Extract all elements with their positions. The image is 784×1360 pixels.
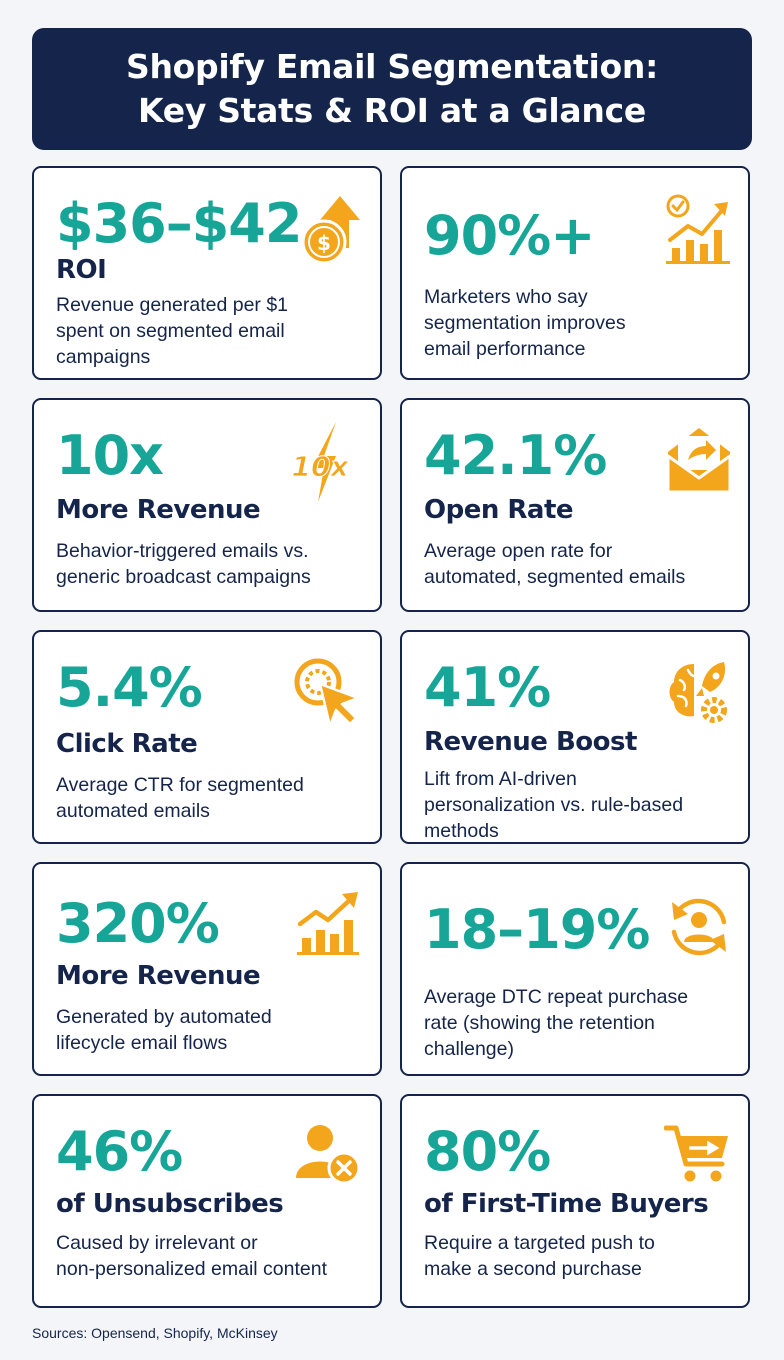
stat-label: Click Rate: [56, 729, 198, 759]
svg-text:10x: 10x: [291, 450, 349, 483]
stat-value: $36–$42: [56, 192, 302, 255]
stat-description: Caused by irrelevant or non-personalized …: [56, 1232, 328, 1280]
stat-card-first-time-buyers: 80% of First-Time Buyers Require a targe…: [400, 1094, 750, 1308]
stat-card-lifecycle-flows: 320% More Revenue Generated by automated…: [32, 862, 382, 1076]
stat-card-revenue-boost: 41% Revenue Boost Lift from AI-driven per…: [400, 630, 750, 844]
stat-value: 41%: [424, 656, 551, 719]
stat-description: Require a targeted push to make a second …: [424, 1232, 655, 1280]
stat-value: 10x: [56, 424, 164, 487]
stat-value: 80%: [424, 1120, 551, 1183]
stat-label: Open Rate: [424, 495, 574, 525]
open-envelope-icon: [664, 424, 734, 496]
stat-value: 90%+: [424, 204, 595, 267]
repeat-customer-icon: [664, 892, 734, 962]
stat-value: 320%: [56, 892, 220, 955]
stat-label: More Revenue: [56, 495, 261, 525]
stat-card-behavior-triggered: 10x More Revenue Behavior-triggered emai…: [32, 398, 382, 612]
stat-description: Average DTC repeat purchase rate (showing…: [424, 986, 689, 1060]
stat-description: Average open rate for automated, segmente…: [424, 540, 686, 588]
stat-value: 42.1%: [424, 424, 607, 487]
title-line-2: Key Stats & ROI at a Glance: [138, 91, 646, 130]
dollar-coin-growth-icon: $: [300, 190, 364, 268]
stat-description: Marketers who say segmentation improves em…: [424, 286, 626, 360]
ai-brain-rocket-icon: [664, 656, 736, 728]
stat-label: of First-Time Buyers: [424, 1189, 709, 1219]
stat-label: of Unsubscribes: [56, 1189, 284, 1219]
stat-description: Average CTR for segmented automated email…: [56, 774, 304, 822]
bar-chart-check-icon: [662, 192, 734, 264]
stat-card-segmentation-adoption: 90%+ Marketers who say segmentation impro…: [400, 166, 750, 380]
title-banner: Shopify Email Segmentation: Key Stats & …: [32, 28, 752, 150]
stat-value: 5.4%: [56, 656, 203, 719]
stat-description: Generated by automated lifecycle email fl…: [56, 1006, 272, 1054]
shopping-cart-arrow-icon: [664, 1122, 734, 1186]
stat-description: Lift from AI-driven personalization vs. r…: [424, 768, 684, 842]
growth-chart-icon: [294, 890, 362, 956]
sources-footer: Sources: Opensend, Shopify, McKinsey: [32, 1325, 278, 1341]
title-line-1: Shopify Email Segmentation:: [126, 47, 658, 86]
cursor-click-icon: [292, 656, 364, 728]
stat-card-repeat-purchase: 18–19% Average DTC repeat purchase rate (…: [400, 862, 750, 1076]
svg-text:$: $: [317, 231, 331, 255]
stat-label: ROI: [56, 255, 107, 285]
stat-label: More Revenue: [56, 961, 261, 991]
stat-label: Revenue Boost: [424, 727, 637, 757]
user-remove-icon: [294, 1122, 364, 1188]
stat-card-roi: $36–$42 ROI Revenue generated per $1 spen…: [32, 166, 382, 380]
stat-card-click-rate: 5.4% Click Rate Average CTR for segmente…: [32, 630, 382, 844]
stat-description: Behavior-triggered emails vs. generic bro…: [56, 540, 311, 588]
stat-value: 46%: [56, 1120, 183, 1183]
stat-card-open-rate: 42.1% Open Rate Average open rate for aut…: [400, 398, 750, 612]
stat-description: Revenue generated per $1 spent on segment…: [56, 294, 289, 368]
stat-value: 18–19%: [424, 898, 650, 961]
stat-card-unsubscribes: 46% of Unsubscribes Caused by irrelevant…: [32, 1094, 382, 1308]
lightning-10x-icon: 10x: [284, 420, 364, 504]
